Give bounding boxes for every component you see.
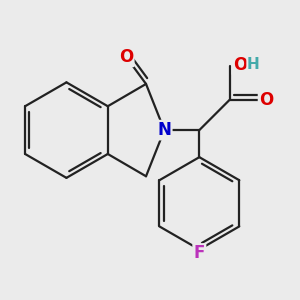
Text: O: O <box>259 91 273 109</box>
Text: N: N <box>158 121 171 139</box>
Text: H: H <box>247 57 260 72</box>
Text: F: F <box>194 244 205 262</box>
Text: O: O <box>119 48 133 66</box>
Text: O: O <box>233 56 247 74</box>
